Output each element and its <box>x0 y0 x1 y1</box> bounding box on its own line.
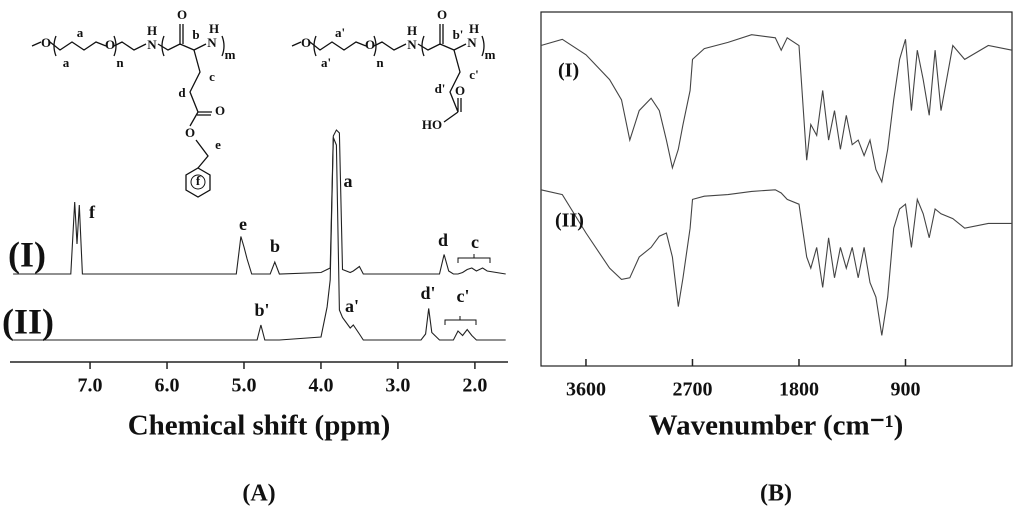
bond <box>31 41 207 51</box>
x-tick-label: 3600 <box>566 379 606 401</box>
label: f <box>196 173 201 188</box>
label: n <box>376 55 384 70</box>
atom: O <box>301 35 311 50</box>
atom: O <box>365 37 375 52</box>
atom: O <box>455 83 465 98</box>
bond <box>179 24 212 169</box>
series-label: (II) <box>555 210 584 232</box>
x-tick-label: 3.0 <box>385 375 410 397</box>
label: c' <box>469 67 478 82</box>
peak-label: c' <box>457 286 470 306</box>
label: a' <box>335 25 345 40</box>
bracket <box>53 35 225 57</box>
atom: O <box>215 103 225 118</box>
atom: O <box>177 7 187 22</box>
bracket <box>444 316 477 325</box>
x-tick-label: 2700 <box>672 379 712 401</box>
label: d <box>178 85 186 100</box>
peak-label: a' <box>345 296 359 316</box>
bond <box>291 41 467 51</box>
x-axis-title: Wavenumber (cm⁻¹) <box>649 410 904 442</box>
peak-label: d <box>438 230 448 250</box>
peak-label: c <box>471 232 479 252</box>
peak-label: b' <box>254 300 269 320</box>
x-tick-label: 900 <box>890 379 920 401</box>
peak-label: e <box>239 214 247 234</box>
x-tick-label: 4.0 <box>308 375 333 397</box>
panel-label: (A) <box>242 481 275 507</box>
atom: HO <box>422 117 442 132</box>
x-axis-title: Chemical shift (ppm) <box>128 410 391 442</box>
structure-1: O a a O n N H O b H N m c d O O e f <box>31 7 236 198</box>
spectrum-line <box>540 34 1013 184</box>
bond <box>439 24 462 123</box>
benzene <box>185 167 211 198</box>
label: a <box>77 25 84 40</box>
atom: O <box>437 7 447 22</box>
label: b' <box>453 27 464 42</box>
peak-label: a <box>344 171 353 191</box>
bracket <box>457 254 491 263</box>
label: c <box>209 69 215 84</box>
label: e <box>215 137 221 152</box>
series-label: (I) <box>8 234 46 274</box>
atom: N <box>207 35 217 50</box>
atom: H <box>209 21 219 36</box>
plot-frame <box>540 11 1013 367</box>
atom: N <box>147 37 157 52</box>
panel-label: (B) <box>760 481 792 507</box>
peak-label: f <box>89 202 96 222</box>
atom: H <box>407 23 417 38</box>
series-label: (II) <box>2 301 54 341</box>
label: n <box>116 55 124 70</box>
label: a' <box>321 55 331 70</box>
atom: H <box>469 21 479 36</box>
label: m <box>225 47 236 62</box>
x-tick-label: 6.0 <box>155 375 180 397</box>
x-tick-label: 5.0 <box>231 375 256 397</box>
atom: O <box>185 125 195 140</box>
peak-label: b <box>270 236 280 256</box>
label: d' <box>435 81 446 96</box>
structure-2: O a' a' O n N H O b' H N m c' d' O HO <box>291 7 496 132</box>
peak-label: d' <box>420 283 435 303</box>
atom: O <box>105 37 115 52</box>
ring <box>190 174 206 190</box>
spectrum-line <box>13 137 506 341</box>
label: m <box>485 47 496 62</box>
atom: H <box>147 23 157 38</box>
label: a <box>63 55 70 70</box>
x-tick-label: 7.0 <box>78 375 103 397</box>
series-label: (I) <box>558 60 579 82</box>
atom: N <box>467 35 477 50</box>
x-tick-label: 2.0 <box>462 375 487 397</box>
x-tick-label: 1800 <box>779 379 819 401</box>
bracket <box>313 35 485 57</box>
spectrum-line <box>540 189 1012 336</box>
atom: O <box>41 35 51 50</box>
label: b <box>192 27 199 42</box>
atom: N <box>407 37 417 52</box>
spectrum-line <box>13 129 506 275</box>
